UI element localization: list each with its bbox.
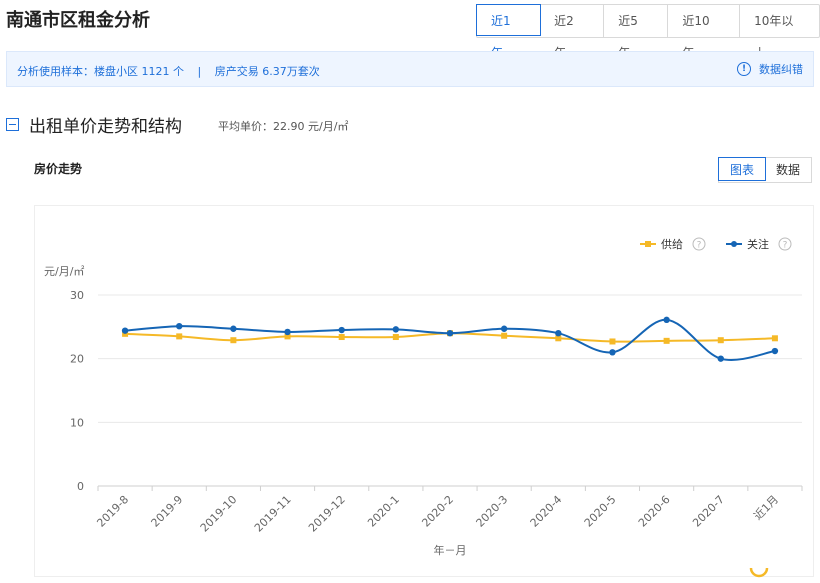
x-tick-label: 2019-12: [306, 493, 348, 535]
view-tabs: 图表 数据: [718, 157, 813, 183]
trade-count-text: 房产交易 6.37万套次: [214, 65, 320, 78]
data-point-supply: [176, 333, 183, 340]
average-price-label: 平均单价：: [218, 119, 273, 133]
legend-label[interactable]: 关注: [747, 237, 769, 251]
chart-container: [34, 205, 814, 577]
x-tick-label: 2020-5: [582, 493, 619, 530]
data-correction-link[interactable]: ! 数据纠错: [737, 61, 803, 77]
y-tick-label: 20: [70, 353, 84, 366]
data-point-attention: [176, 322, 183, 330]
help-icon-glyph: ?: [697, 241, 702, 251]
page-title: 南通市区租金分析: [6, 10, 150, 31]
data-point-attention: [392, 326, 400, 333]
data-point-attention: [663, 316, 670, 324]
average-price: 平均单价：22.90 元/月/㎡: [218, 118, 348, 134]
data-point-attention: [555, 330, 562, 337]
y-tick-label: 30: [70, 289, 84, 302]
sample-info-bar: 分析使用样本：楼盘小区 1121 个 | 房产交易 6.37万套次 ! 数据纠错: [6, 51, 814, 87]
x-axis-label: 年－月: [434, 543, 467, 557]
tab-chart-view[interactable]: 图表: [718, 157, 767, 181]
data-point-supply: [771, 335, 778, 342]
data-point-attention: [284, 328, 291, 336]
help-icon[interactable]: [692, 237, 706, 251]
data-point-supply: [284, 333, 291, 340]
data-point-supply: [663, 337, 670, 344]
x-tick-label: 2020-7: [690, 493, 727, 530]
x-tick-label: 2020-6: [636, 493, 673, 530]
collapse-icon[interactable]: [6, 118, 19, 131]
data-point-attention: [771, 347, 779, 355]
subsection-title: 房价走势: [34, 162, 83, 176]
data-point-attention: [609, 349, 616, 356]
sample-info: 分析使用样本：楼盘小区 1121 个 | 房产交易 6.37万套次: [17, 63, 320, 79]
legend-marker[interactable]: [645, 241, 651, 247]
help-icon-glyph: ?: [783, 241, 788, 251]
section-header: 出租单价走势和结构 平均单价：22.90 元/月/㎡: [6, 112, 348, 137]
data-point-attention: [717, 355, 724, 362]
loading-spinner-icon: [749, 567, 769, 578]
data-point-supply: [392, 334, 399, 341]
info-icon: !: [737, 62, 751, 76]
data-point-attention: [446, 330, 454, 337]
data-point-supply: [501, 332, 508, 339]
average-price-value: 22.90 元/月/㎡: [273, 119, 349, 133]
help-icon[interactable]: [778, 237, 792, 251]
tab-data-view[interactable]: 数据: [776, 163, 801, 177]
data-point-supply: [717, 337, 724, 344]
data-point-attention: [230, 325, 237, 332]
x-tick-label: 2019-9: [149, 493, 186, 530]
x-tick-label: 2020-3: [474, 493, 511, 530]
y-axis-label: 元/月/㎡: [44, 265, 84, 278]
data-point-attention: [121, 327, 129, 334]
x-tick-label: 2020-1: [365, 493, 402, 530]
x-tick-label: 2019-8: [94, 493, 131, 530]
x-tick-label: 2019-11: [252, 493, 294, 535]
legend-label[interactable]: 供给: [661, 237, 683, 251]
sample-count-text: 分析使用样本：楼盘小区 1121 个: [17, 65, 184, 78]
data-point-supply: [230, 337, 237, 344]
data-point-supply: [609, 338, 616, 345]
x-tick-label: 2020-2: [419, 493, 456, 530]
data-point-supply: [555, 335, 562, 342]
data-point-supply: [338, 334, 345, 341]
data-correction-label: 数据纠错: [759, 63, 803, 76]
info-separator: |: [197, 65, 202, 78]
x-tick-label: 2019-10: [198, 493, 240, 535]
section-title: 出租单价走势和结构: [29, 117, 182, 137]
y-tick-label: 10: [70, 416, 84, 429]
data-point-attention: [500, 325, 508, 332]
x-tick-label: 近1月: [751, 493, 781, 523]
legend-marker[interactable]: [731, 241, 737, 247]
x-tick-label: 2020-4: [528, 493, 565, 530]
y-tick-label: 0: [77, 480, 84, 493]
data-point-attention: [338, 326, 345, 334]
